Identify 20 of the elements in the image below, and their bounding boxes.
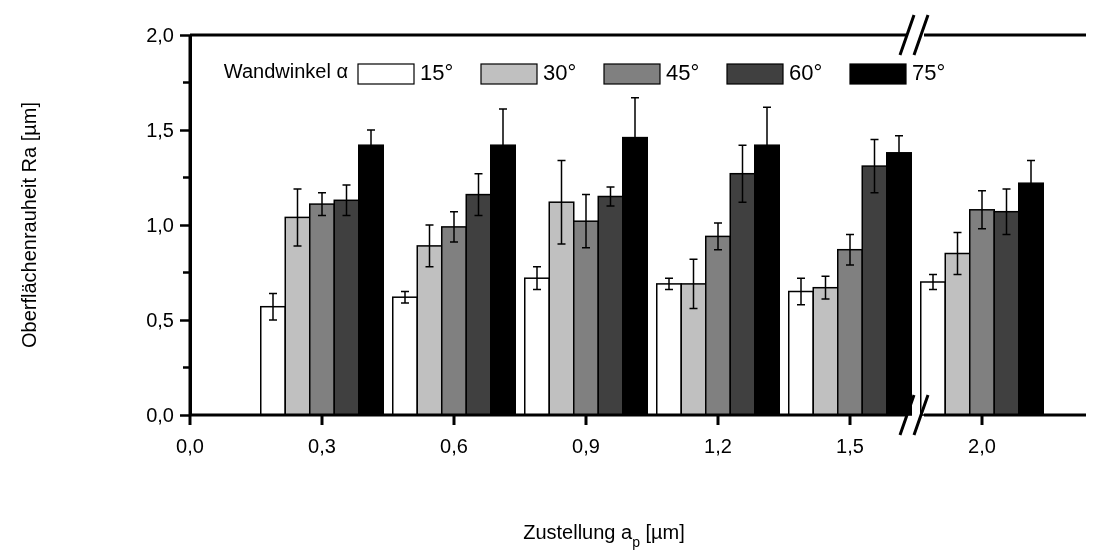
y-axis-title: Oberflächenrauheit Ra [µm]	[18, 101, 40, 349]
y-tick-label: 0,5	[146, 308, 174, 331]
x-tick-label: 0,9	[572, 435, 600, 457]
x-tick-label: 1,5	[836, 435, 864, 457]
legend-title: Wandwinkel α	[223, 60, 348, 82]
x-tick-label: 0,6	[440, 435, 468, 457]
x-axis-title: Zustellung a$_{p}$ [µm]	[523, 521, 685, 550]
legend-label: 60°	[789, 60, 823, 85]
y-tick-label: 0,0	[146, 403, 174, 426]
legend-label: 45°	[666, 60, 700, 85]
legend-label: 75°	[912, 60, 946, 85]
x-tick-label: 0,3	[308, 435, 336, 457]
x-tick-label: 0,0	[176, 435, 204, 457]
y-tick-label: 1,5	[146, 118, 174, 141]
x-tick-label: 1,2	[704, 435, 732, 457]
legend-label: 15°	[420, 60, 454, 85]
x-tick-label: 2,0	[968, 435, 996, 457]
y-tick-label: 1,0	[146, 213, 174, 236]
y-tick-label: 2,0	[146, 23, 174, 46]
legend-label: 30°	[543, 60, 577, 85]
